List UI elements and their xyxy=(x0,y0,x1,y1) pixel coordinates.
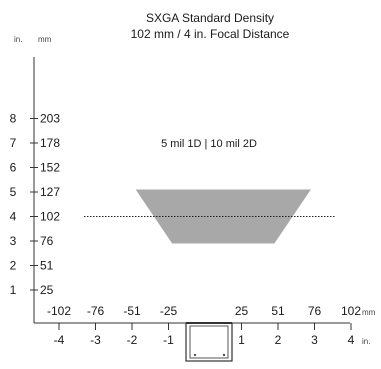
y-axis-ticks: 8 203 7 178 6 152 5 127 4 102 3 76 2 51 1 25 xyxy=(10,112,61,298)
y-tick-label-mm: 152 xyxy=(40,161,60,175)
y-tick-label-mm: 102 xyxy=(40,210,60,224)
x-tick-label-mm: -102 xyxy=(47,304,71,318)
x-tick-label-inch: 4 xyxy=(348,333,355,347)
x-tick-label-mm: -25 xyxy=(160,304,178,318)
y-tick-label-inch: 1 xyxy=(10,283,17,297)
x-unit-inch: in. xyxy=(362,337,370,346)
x-tick-label-mm: 51 xyxy=(271,304,285,318)
y-tick-label-mm: 25 xyxy=(40,283,54,297)
x-axis-ticks: -102 -4 -76 -3 -51 -2 -25 -1 25 1 51 2 76 3 102 4 xyxy=(47,304,361,347)
x-tick-label-inch: -3 xyxy=(90,333,101,347)
diagram-title-line2: 102 mm / 4 in. Focal Distance xyxy=(131,27,290,41)
y-tick-label-mm: 127 xyxy=(40,185,60,199)
x-tick-label-mm: 25 xyxy=(235,304,249,318)
y-tick-label-inch: 4 xyxy=(10,210,17,224)
y-tick-label-inch: 8 xyxy=(10,112,17,126)
x-tick-label-inch: 3 xyxy=(311,333,318,347)
y-tick-label-inch: 6 xyxy=(10,161,17,175)
resolution-label: 5 mil 1D | 10 mil 2D xyxy=(161,138,257,150)
x-tick-label-inch: -2 xyxy=(127,333,138,347)
scanner-device-icon xyxy=(185,322,233,362)
y-tick-label-mm: 203 xyxy=(40,112,60,126)
y-tick-label-mm: 76 xyxy=(40,234,54,248)
x-tick-label-mm: 102 xyxy=(341,304,361,318)
x-tick-label-mm: 76 xyxy=(308,304,322,318)
diagram-title-line1: SXGA Standard Density xyxy=(146,11,274,25)
y-tick-label-mm: 178 xyxy=(40,136,60,150)
y-tick-label-inch: 2 xyxy=(10,259,17,273)
x-tick-label-mm: -76 xyxy=(87,304,105,318)
x-tick-label-inch: 2 xyxy=(275,333,282,347)
y-tick-label-inch: 7 xyxy=(10,136,17,150)
x-tick-label-inch: -4 xyxy=(54,333,65,347)
y-tick-label-mm: 51 xyxy=(40,259,54,273)
y-unit-mm: mm xyxy=(38,35,52,44)
y-tick-label-inch: 3 xyxy=(10,234,17,248)
x-unit-mm: mm xyxy=(362,308,376,317)
x-tick-label-inch: -1 xyxy=(163,333,174,347)
y-unit-inch: in. xyxy=(14,35,22,44)
x-tick-label-inch: 1 xyxy=(238,333,245,347)
x-tick-label-mm: -51 xyxy=(123,304,141,318)
y-tick-label-inch: 5 xyxy=(10,185,17,199)
